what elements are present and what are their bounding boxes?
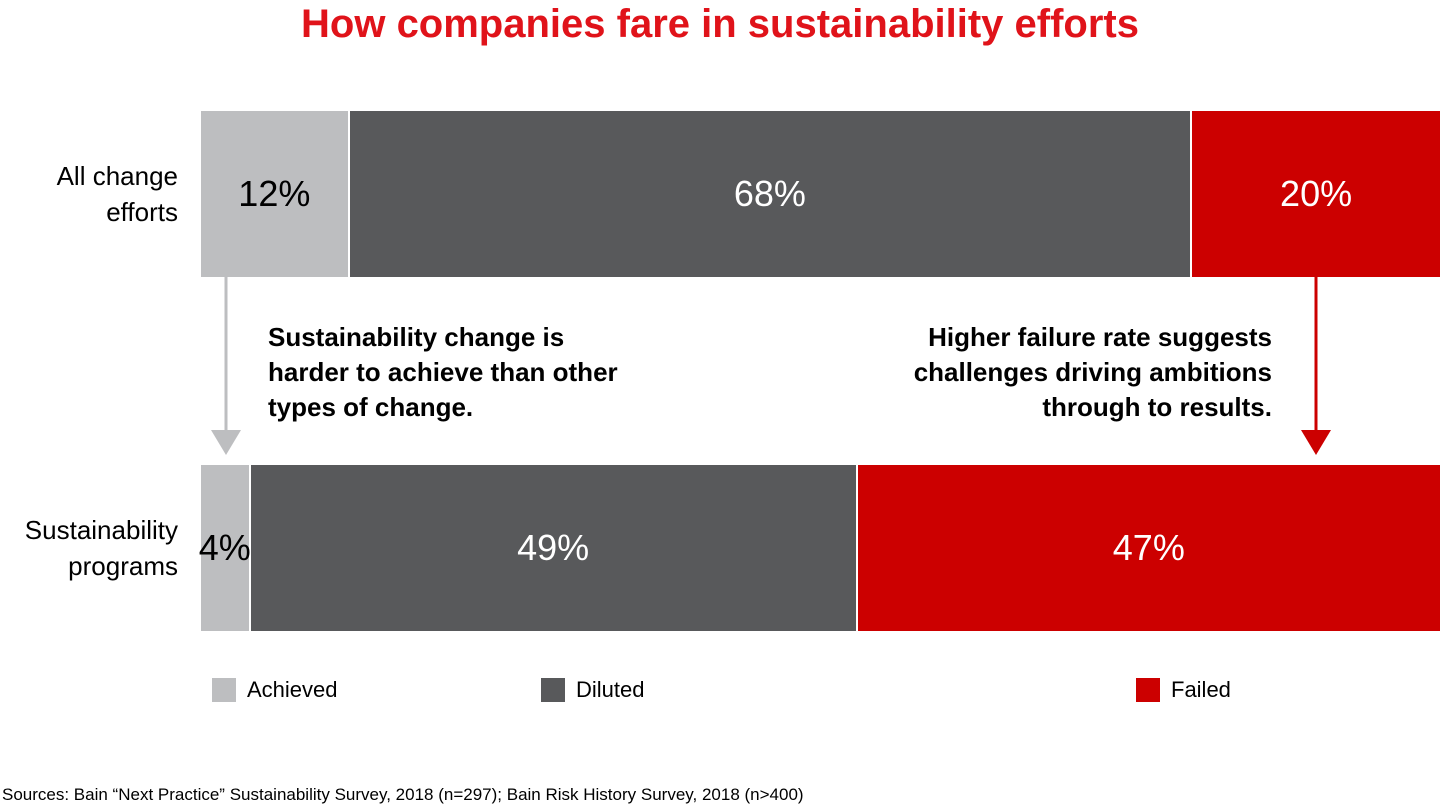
- value-label: 47%: [1112, 527, 1185, 568]
- y-tick-label: Sustainability programs: [24, 515, 178, 581]
- value-label: 20%: [1280, 173, 1353, 214]
- bar-segment: 20%: [1192, 111, 1440, 277]
- value-label: 12%: [238, 173, 311, 214]
- legend-swatch: [1136, 678, 1160, 702]
- arrow-head: [211, 430, 241, 455]
- value-label: 68%: [733, 173, 806, 214]
- legend-label: Achieved: [247, 677, 338, 702]
- legend-item: Failed: [1136, 675, 1231, 705]
- legend-swatch: [212, 678, 236, 702]
- bar-segment: 47%: [857, 465, 1440, 631]
- annotation: Higher failure rate suggests challenges …: [913, 322, 1272, 422]
- legend-item: Achieved: [212, 675, 338, 705]
- y-tick-label: All change efforts: [56, 161, 178, 227]
- legend-label: Failed: [1171, 677, 1231, 702]
- bar-segment: 68%: [349, 111, 1193, 277]
- value-label: 49%: [517, 527, 590, 568]
- bar-segment: 49%: [250, 465, 858, 631]
- arrow-head: [1301, 430, 1331, 455]
- value-label: 4%: [198, 527, 251, 568]
- legend-item: Diluted: [541, 675, 644, 705]
- bar-segment: 12%: [201, 111, 350, 277]
- legend-swatch: [541, 678, 565, 702]
- legend-label: Diluted: [576, 677, 645, 702]
- chart-title: How companies fare in sustainability eff…: [301, 2, 1139, 46]
- annotation: Sustainability change is harder to achie…: [268, 322, 618, 422]
- source: Sources: Bain “Next Practice” Sustainabi…: [2, 785, 804, 804]
- bar-segment: 4%: [198, 465, 251, 631]
